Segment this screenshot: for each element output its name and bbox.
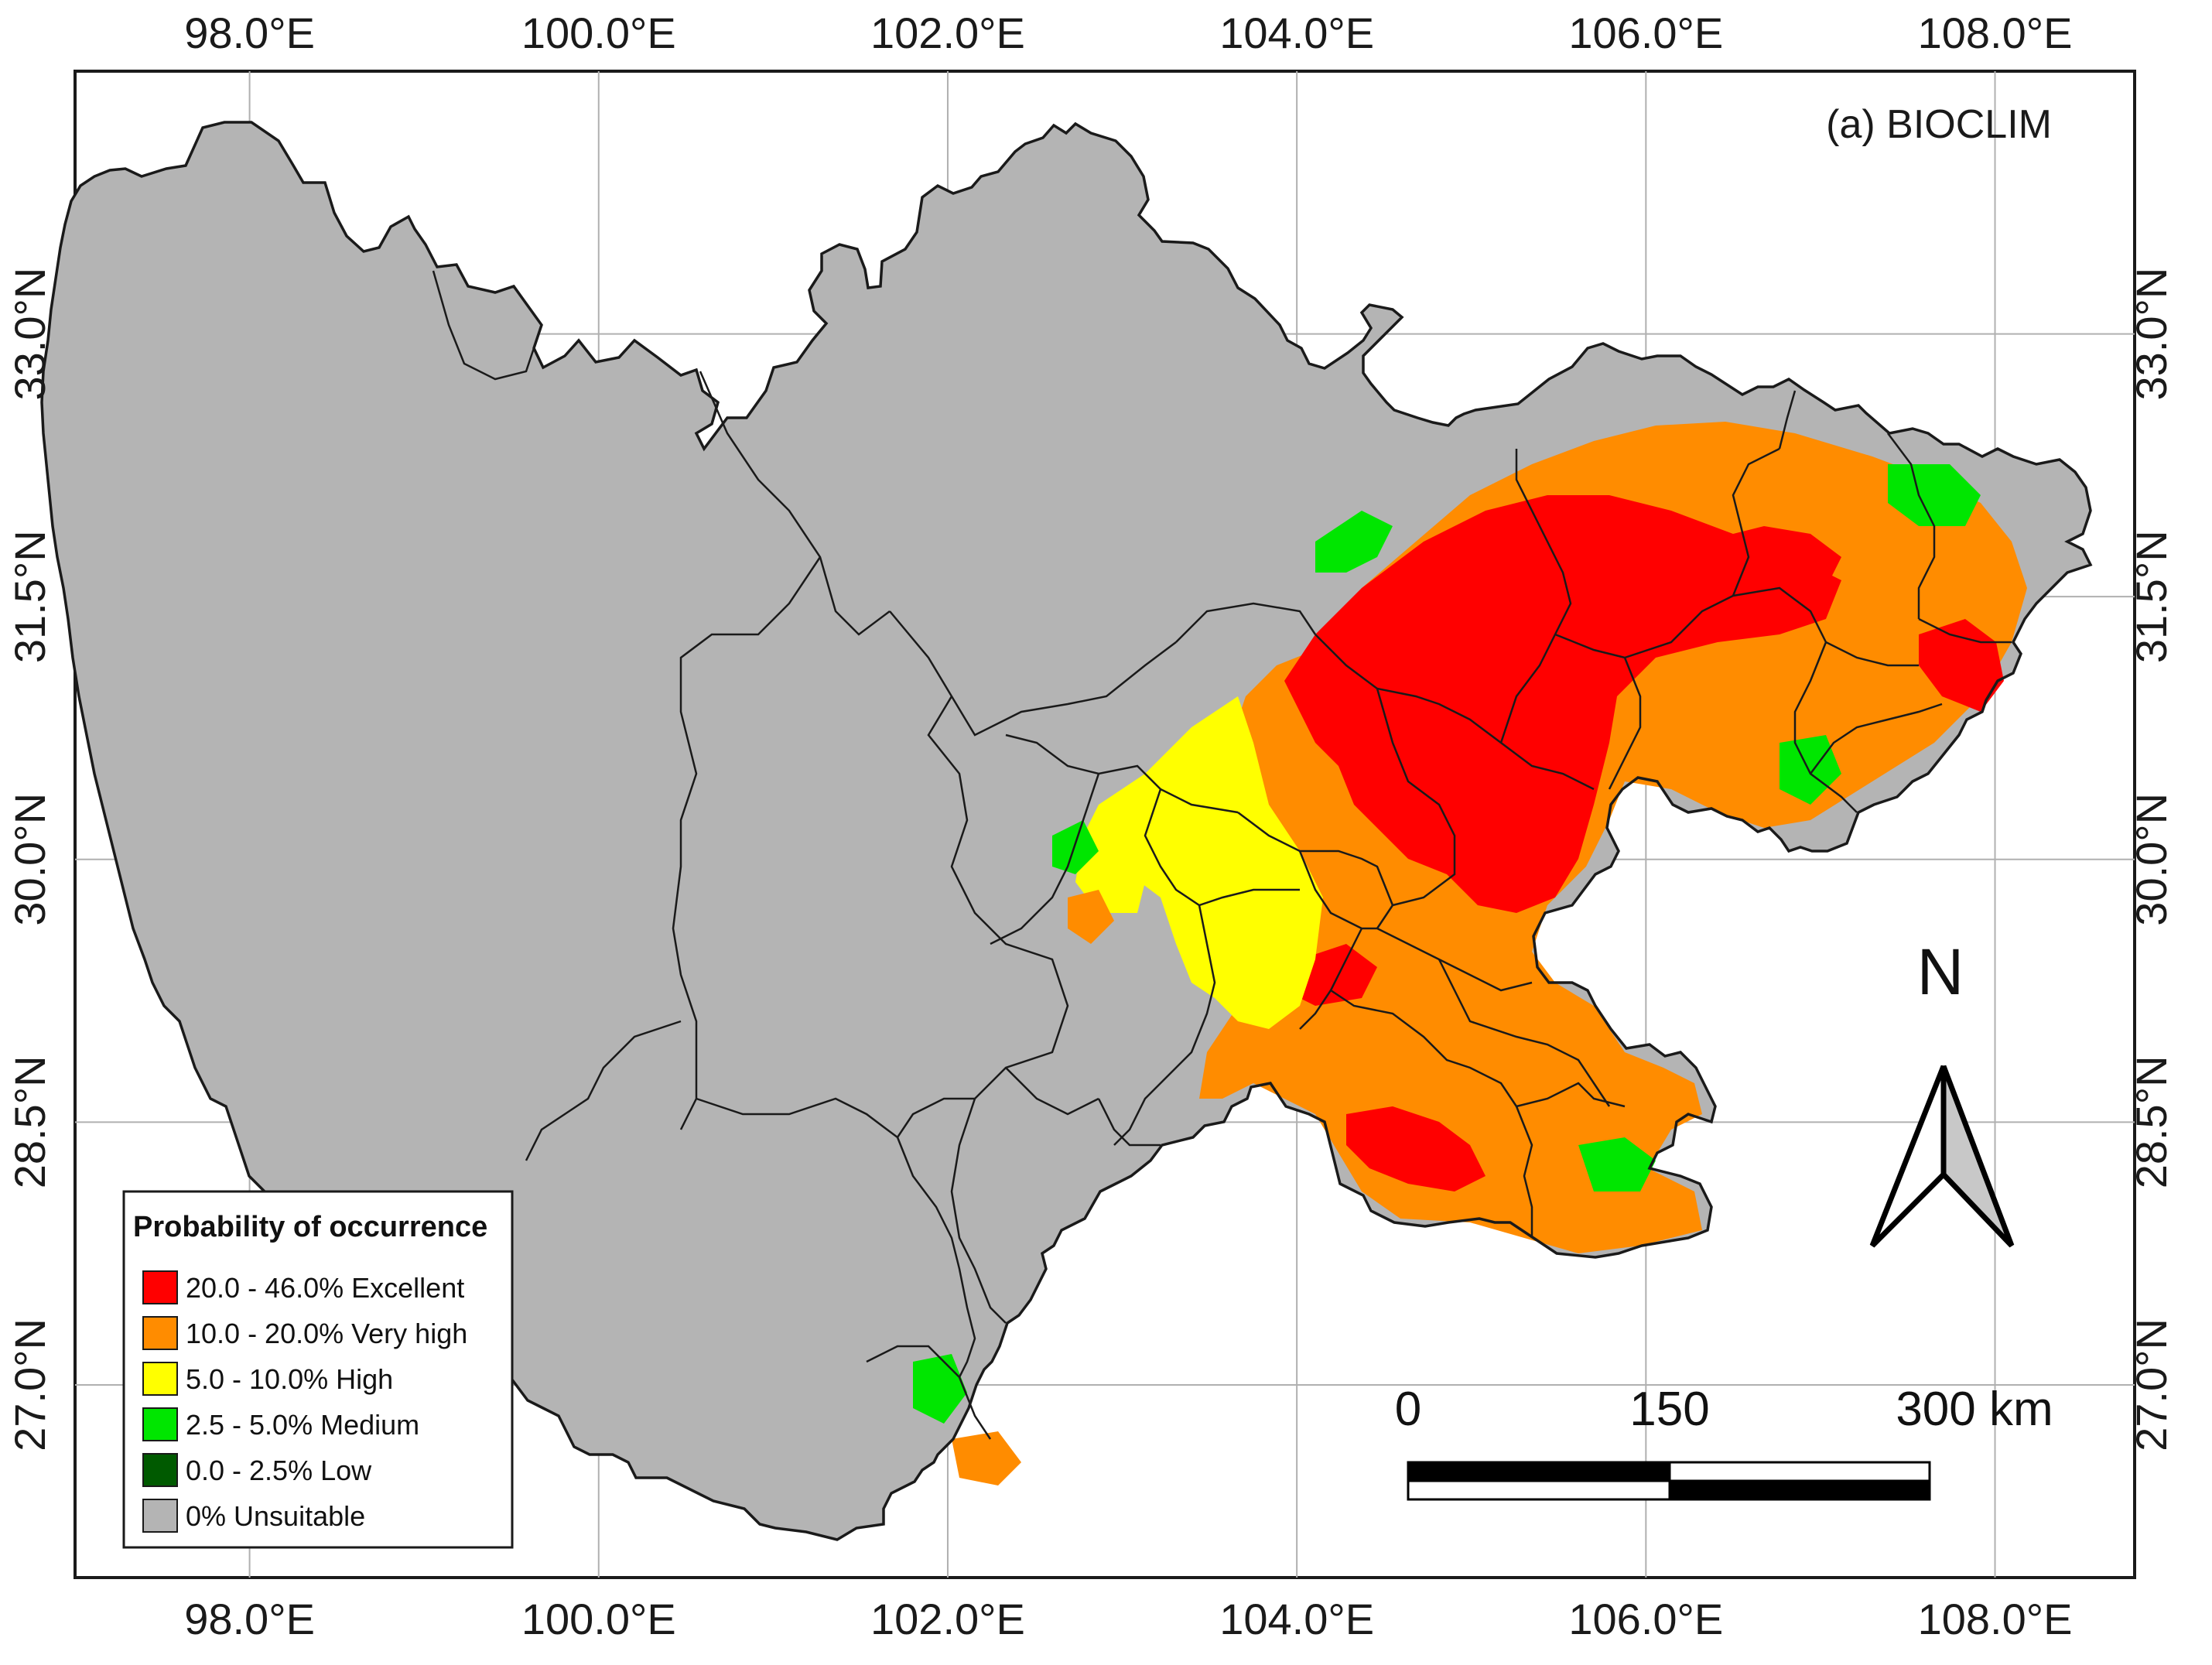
y-tick-right: 30.0°N: [2127, 793, 2176, 926]
medium-zone-2: [1888, 464, 1981, 526]
legend-label: 20.0 - 46.0% Excellent: [186, 1272, 464, 1304]
x-tick-bottom: 108.0°E: [1918, 1595, 2073, 1643]
scale-label-150: 150: [1629, 1383, 1709, 1436]
legend-swatch: [142, 1407, 178, 1441]
y-tick-right: 31.5°N: [2127, 530, 2176, 663]
y-tick-left: 28.5°N: [5, 1055, 54, 1188]
y-tick-left: 27.0°N: [5, 1318, 54, 1451]
legend-swatch: [142, 1453, 178, 1487]
legend: Probability of occurrence 20.0 - 46.0% E…: [122, 1190, 514, 1549]
x-tick-labels-bottom: 98.0°E 100.0°E 102.0°E 104.0°E 106.0°E 108.0°…: [184, 1595, 2072, 1643]
y-tick-left: 33.0°N: [5, 268, 54, 401]
x-tick-top: 106.0°E: [1568, 9, 1723, 57]
y-tick-labels-left: 33.0°N 31.5°N 30.0°N 28.5°N 27.0°N: [5, 268, 54, 1451]
legend-box: [122, 1190, 514, 1549]
legend-label: 0% Unsuitable: [186, 1500, 365, 1532]
north-label: N: [1917, 935, 1964, 1008]
map-title: (a) BIOCLIM: [1826, 102, 2052, 147]
legend-swatch: [142, 1499, 178, 1533]
scale-segment-bottom-right: [1668, 1479, 1931, 1501]
y-tick-right: 33.0°N: [2127, 268, 2176, 401]
x-tick-bottom: 100.0°E: [521, 1595, 676, 1643]
y-tick-left: 31.5°N: [5, 530, 54, 663]
x-tick-top: 98.0°E: [184, 9, 315, 57]
high-zone: [1083, 696, 1323, 1029]
y-tick-right: 28.5°N: [2127, 1055, 2176, 1188]
x-tick-bottom: 102.0°E: [870, 1595, 1025, 1643]
medium-zone-5: [1052, 820, 1099, 874]
scale-label-0: 0: [1395, 1383, 1421, 1436]
province-border: [40, 121, 2093, 1541]
legend-label: 0.0 - 2.5% Low: [186, 1455, 372, 1486]
x-tick-bottom: 106.0°E: [1568, 1595, 1723, 1643]
x-tick-bottom: 98.0°E: [184, 1595, 315, 1643]
excellent-zone-south: [1346, 1106, 1485, 1191]
scale-segment-top-left: [1407, 1461, 1671, 1482]
medium-zone-1: [1315, 511, 1393, 573]
very-high-zone-w: [1068, 890, 1114, 944]
legend-label: 2.5 - 5.0% Medium: [186, 1409, 419, 1441]
scale-label-300: 300 km: [1896, 1383, 2053, 1436]
legend-title: Probability of occurrence: [133, 1211, 487, 1243]
y-tick-left: 30.0°N: [5, 793, 54, 926]
x-tick-bottom: 104.0°E: [1219, 1595, 1374, 1643]
medium-zone-4: [1578, 1137, 1656, 1191]
legend-swatch: [142, 1362, 178, 1396]
scale-segment-bottom-left: [1407, 1479, 1671, 1501]
legend-swatch: [142, 1316, 178, 1350]
county-boundaries: [432, 270, 2012, 1440]
x-tick-top: 100.0°E: [521, 9, 676, 57]
x-tick-top: 104.0°E: [1219, 9, 1374, 57]
y-tick-labels-right: 33.0°N 31.5°N 30.0°N 28.5°N 27.0°N: [2127, 268, 2176, 1451]
x-tick-top: 102.0°E: [870, 9, 1025, 57]
scale-segment-top-right: [1668, 1461, 1931, 1482]
x-tick-top: 108.0°E: [1918, 9, 2073, 57]
legend-label: 5.0 - 10.0% High: [186, 1363, 393, 1395]
legend-label: 10.0 - 20.0% Very high: [186, 1318, 467, 1349]
scale-bar: 0 150 300 km: [1395, 1383, 2053, 1501]
excellent-zone: [1284, 495, 1841, 913]
very-high-zone-sw: [952, 1431, 1021, 1486]
north-arrow: N: [1869, 935, 2015, 1248]
x-tick-labels-top: 98.0°E 100.0°E 102.0°E 104.0°E 106.0°E 108.0°…: [184, 9, 2072, 57]
legend-swatch: [142, 1270, 178, 1304]
y-tick-right: 27.0°N: [2127, 1318, 2176, 1451]
